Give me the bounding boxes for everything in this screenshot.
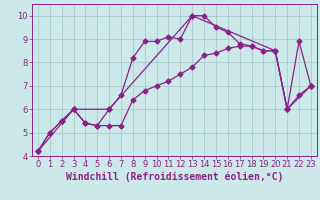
X-axis label: Windchill (Refroidissement éolien,°C): Windchill (Refroidissement éolien,°C) [66, 172, 283, 182]
